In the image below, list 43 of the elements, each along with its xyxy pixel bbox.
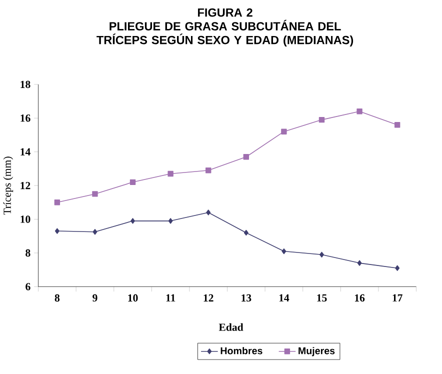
- x-axis-title: Edad: [218, 323, 244, 331]
- point: [282, 248, 286, 254]
- point: [168, 170, 174, 177]
- point: [92, 229, 98, 235]
- x-tick-label: 9: [92, 294, 98, 302]
- legend-label: Mujeres: [298, 347, 335, 356]
- point: [130, 179, 136, 186]
- point: [395, 265, 400, 271]
- y-tick-label: 6: [26, 283, 30, 290]
- point: [92, 191, 98, 197]
- x-tick-label: 10: [128, 294, 138, 302]
- x-tick-label: 16: [354, 294, 365, 302]
- chart-subtitle: PLIEGUE DE GRASA SUBCUTÁNEA DEL TRÍCEPS SEGÚN SEXO Y EDAD (MEDIANAS): [96, 20, 354, 47]
- point: [356, 108, 362, 114]
- point: [243, 154, 249, 160]
- x-tick-label: 15: [317, 294, 327, 302]
- point: [206, 168, 212, 174]
- y-tick-label: 12: [20, 182, 30, 190]
- y-tick-label: 8: [26, 249, 30, 257]
- point: [394, 122, 400, 128]
- y-tick-label: 16: [20, 114, 30, 122]
- point: [318, 116, 325, 123]
- y-tick-label: 10: [20, 216, 30, 223]
- point: [168, 218, 173, 224]
- x-tick-label: 14: [279, 294, 290, 302]
- point: [54, 200, 60, 206]
- y-tick-label: 14: [20, 148, 30, 156]
- point: [357, 260, 362, 266]
- point: [206, 210, 211, 216]
- point: [281, 128, 287, 134]
- x-tick-label: 13: [242, 294, 252, 302]
- x-tick-label: 17: [392, 294, 402, 302]
- point: [54, 228, 60, 234]
- x-tick-label: 11: [166, 294, 176, 302]
- point: [244, 230, 248, 236]
- legend-label: Hombres: [220, 347, 262, 354]
- y-axis-title: Tríceps (mm): [3, 156, 14, 215]
- x-tick-label: 8: [54, 294, 60, 302]
- chart-title: FIGURA 2: [198, 8, 252, 17]
- point: [130, 218, 135, 224]
- x-tick-label: 12: [204, 294, 214, 302]
- point: [320, 252, 324, 258]
- y-tick-label: 18: [20, 80, 30, 88]
